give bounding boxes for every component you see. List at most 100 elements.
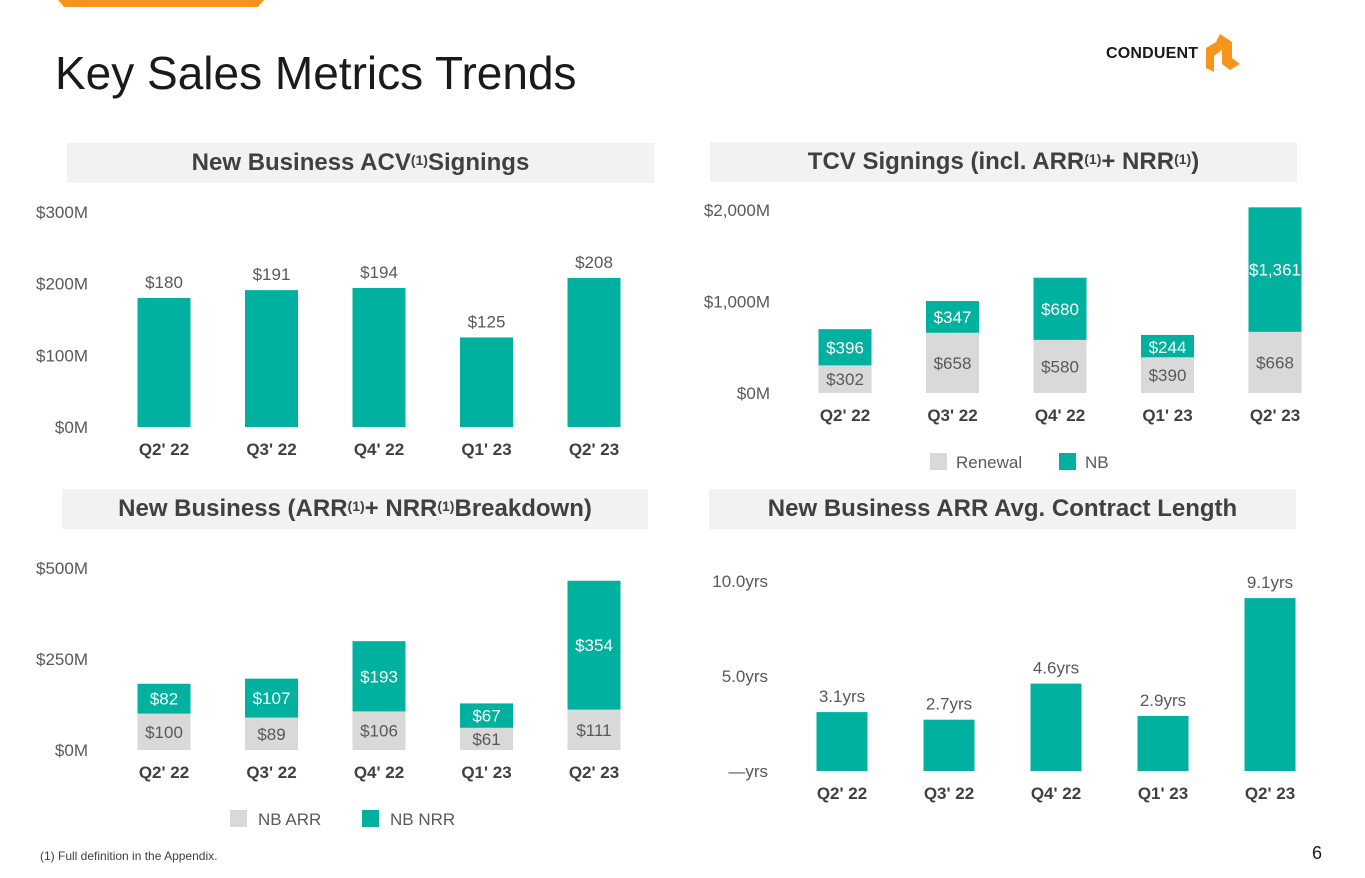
y-tick-label: $500M (36, 559, 88, 578)
legend-swatch (362, 810, 379, 827)
x-tick-label: Q2' 23 (1250, 406, 1300, 425)
bar-segment-base (818, 365, 872, 393)
x-tick-label: Q2' 22 (139, 440, 189, 459)
legend-swatch (930, 453, 947, 470)
legend-label: NB ARR (258, 810, 321, 829)
data-label: $302 (826, 370, 864, 389)
y-tick-label: $0M (737, 384, 770, 403)
x-tick-label: Q2' 22 (139, 763, 189, 782)
data-label: $1,361 (1249, 261, 1301, 280)
x-tick-label: Q2' 22 (817, 784, 867, 803)
x-tick-label: Q4' 22 (354, 763, 404, 782)
legend-swatch (1059, 453, 1076, 470)
data-label: $111 (576, 721, 611, 740)
data-label: $680 (1041, 300, 1079, 319)
tcv-chart-title: TCV Signings (incl. ARR (1) + NRR (1)) (710, 142, 1297, 182)
bar-segment-base (926, 332, 979, 393)
data-label: $100 (145, 723, 183, 742)
bar (923, 719, 975, 771)
bar-segment-top (352, 641, 406, 712)
legend-label: NB NRR (390, 810, 455, 829)
x-tick-label: Q3' 22 (924, 784, 974, 803)
bar-segment-top (137, 683, 191, 714)
bar (352, 287, 406, 427)
data-label: $347 (934, 308, 972, 327)
x-tick-label: Q1' 23 (461, 440, 511, 459)
data-label: $194 (360, 263, 398, 282)
arr-nrr-chart: $0M $250M $500M Q2' 22 Q3' 22 Q4' 22 Q1' 23 Q2'… (36, 559, 621, 829)
y-tick-label: $0M (55, 741, 88, 760)
data-label: $191 (253, 265, 291, 284)
y-tick-label: $100M (36, 346, 88, 365)
y-tick-label: $1,000M (704, 293, 770, 312)
page-number: 6 (1312, 843, 1323, 863)
data-label: $193 (360, 667, 398, 686)
y-tick-label: 5.0yrs (722, 667, 768, 686)
conduent-logo: CONDUENT (1106, 34, 1242, 74)
bar-segment-top (1141, 334, 1194, 358)
data-label: 3.1yrs (819, 687, 865, 706)
acv-chart-title: New Business ACV (1) Signings (67, 143, 654, 183)
bar-segment-base (245, 717, 298, 750)
legend-label: Renewal (956, 453, 1022, 472)
bar-segment-top (245, 678, 298, 718)
y-tick-label: $250M (36, 650, 88, 669)
bar-segment-base (137, 713, 191, 750)
footnote: (1) Full definition in the Appendix. (40, 849, 218, 863)
accent-bar (58, 0, 264, 7)
legend-label: NB (1085, 453, 1109, 472)
x-tick-label: Q1' 23 (1138, 784, 1188, 803)
data-label: $396 (826, 338, 864, 357)
bar-segment-base (460, 727, 513, 750)
bar (1244, 598, 1296, 771)
bar-segment-top (1033, 277, 1087, 340)
bar-segment-base (567, 709, 621, 750)
legend-swatch (230, 810, 247, 827)
contract-length-chart-title: New Business ARR Avg. Contract Length (709, 489, 1296, 529)
contract-length-chart: —yrs 5.0yrs 10.0yrs Q2' 22 Q3' 22 Q4' 22 Q1' 2… (712, 572, 1296, 803)
x-tick-label: Q3' 22 (927, 406, 977, 425)
x-tick-label: Q3' 22 (246, 763, 296, 782)
x-tick-label: Q2' 23 (1245, 784, 1295, 803)
page-title: Key Sales Metrics Trends (55, 47, 577, 99)
bar-segment-top (926, 301, 979, 333)
data-label: $668 (1256, 353, 1294, 372)
data-label: 2.7yrs (926, 695, 972, 714)
x-tick-label: Q4' 22 (1035, 406, 1085, 425)
x-tick-label: Q4' 22 (354, 440, 404, 459)
data-label: $82 (150, 690, 178, 709)
data-label: $208 (575, 253, 613, 272)
bar-segment-top (567, 580, 621, 710)
data-label: 9.1yrs (1247, 573, 1293, 592)
y-tick-label: $2,000M (704, 201, 770, 220)
arr-nrr-chart-title: New Business (ARR (1) + NRR (1) Breakdown) (62, 489, 648, 529)
logo-text: CONDUENT (1106, 45, 1199, 62)
bar-segment-base (352, 711, 406, 750)
bar (245, 290, 298, 427)
data-label: $580 (1041, 357, 1079, 376)
data-label: $67 (472, 707, 500, 726)
y-tick-label: $200M (36, 275, 88, 294)
data-label: $107 (253, 689, 291, 708)
data-label: $390 (1149, 366, 1187, 385)
bar (460, 337, 513, 427)
x-tick-label: Q2' 23 (569, 763, 619, 782)
x-tick-label: Q1' 23 (461, 763, 511, 782)
acv-chart: $0M $100M $200M $300M Q2' 22 Q3' 22 Q4' 22 Q1' … (36, 203, 621, 459)
data-label: $658 (934, 354, 972, 373)
y-tick-label: 10.0yrs (712, 572, 768, 591)
bar-segment-base (1141, 357, 1194, 393)
data-label: $89 (257, 725, 285, 744)
data-label: $244 (1149, 338, 1187, 357)
x-tick-label: Q3' 22 (246, 440, 296, 459)
x-tick-label: Q1' 23 (1142, 406, 1192, 425)
bar (567, 277, 621, 427)
bar (1030, 683, 1082, 771)
bar (1137, 715, 1189, 771)
data-label: 2.9yrs (1140, 691, 1186, 710)
data-label: $354 (575, 636, 613, 655)
bar-segment-base (1248, 331, 1302, 393)
bar-segment-top (460, 703, 513, 728)
bar (816, 712, 868, 771)
bar-segment-top (818, 329, 872, 366)
